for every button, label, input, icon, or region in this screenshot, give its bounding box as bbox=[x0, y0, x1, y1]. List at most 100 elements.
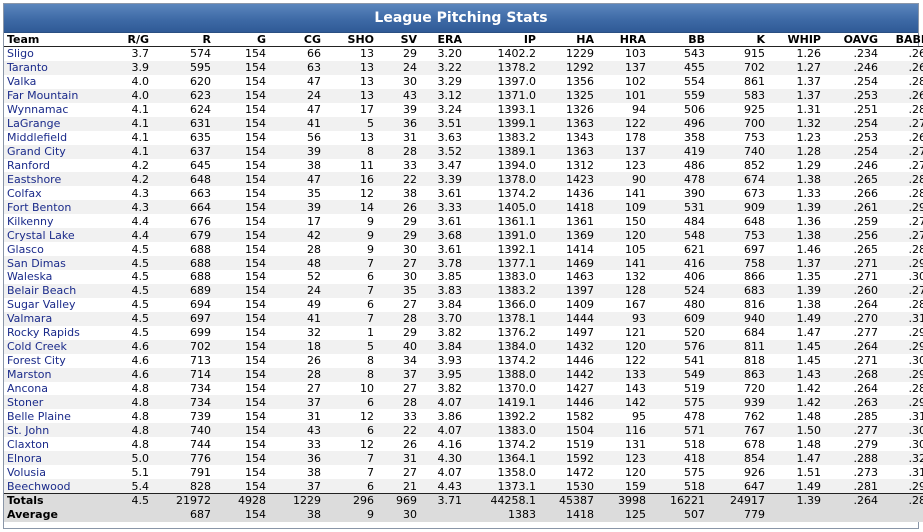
stat-cell: 30 bbox=[379, 242, 422, 257]
stat-cell: .265 bbox=[826, 242, 883, 257]
team-link[interactable]: LaGrange bbox=[4, 116, 112, 131]
stat-cell: 8 bbox=[326, 353, 379, 368]
stat-cell: 1436 bbox=[541, 186, 599, 201]
stat-cell: .267 bbox=[883, 46, 923, 61]
stat-cell: 29 bbox=[379, 46, 422, 61]
stat-cell: 3998 bbox=[599, 492, 651, 508]
team-link[interactable]: Sligo bbox=[4, 46, 112, 61]
stat-cell: 687 bbox=[154, 507, 216, 522]
column-header[interactable]: HRA bbox=[599, 33, 651, 47]
stat-cell: 1.29 bbox=[770, 158, 826, 173]
stat-cell: 41 bbox=[271, 116, 326, 131]
column-header[interactable]: SV bbox=[379, 33, 422, 47]
team-link[interactable]: St. John bbox=[4, 423, 112, 438]
stat-cell: 8 bbox=[326, 367, 379, 382]
stat-cell bbox=[422, 507, 467, 522]
stat-cell: 645 bbox=[154, 158, 216, 173]
stat-cell: 154 bbox=[216, 88, 271, 103]
stat-cell: 940 bbox=[710, 311, 770, 326]
column-header[interactable]: IP bbox=[467, 33, 541, 47]
team-link[interactable]: Ranford bbox=[4, 158, 112, 173]
team-link[interactable]: Eastshore bbox=[4, 172, 112, 187]
stat-cell: 128 bbox=[599, 283, 651, 298]
stat-cell: 909 bbox=[710, 200, 770, 215]
table-row: Glasco 4.5 688 154 28 9 30 3.61 1392.1 1414 105 621… bbox=[4, 242, 923, 257]
stat-cell: 90 bbox=[599, 172, 651, 187]
column-header[interactable]: BABIP bbox=[883, 33, 923, 47]
stat-cell: .295 bbox=[883, 479, 923, 494]
stat-cell: 3.63 bbox=[422, 130, 467, 145]
column-header[interactable]: HA bbox=[541, 33, 599, 47]
stat-cell: 684 bbox=[710, 325, 770, 340]
column-header[interactable]: OAVG bbox=[826, 33, 883, 47]
column-header[interactable]: BB bbox=[651, 33, 710, 47]
team-link[interactable]: Volusia bbox=[4, 465, 112, 480]
team-link[interactable]: Beechwood bbox=[4, 479, 112, 494]
stat-cell: 1358.0 bbox=[467, 465, 541, 480]
stat-cell: 4.3 bbox=[112, 186, 154, 201]
stat-cell: 45387 bbox=[541, 492, 599, 508]
column-header[interactable]: Team bbox=[4, 33, 112, 47]
stat-cell: 6 bbox=[326, 423, 379, 438]
column-header[interactable]: SHO bbox=[326, 33, 379, 47]
team-link[interactable]: Valka bbox=[4, 74, 112, 89]
column-header[interactable]: R bbox=[154, 33, 216, 47]
stat-cell: .264 bbox=[826, 381, 883, 396]
team-link[interactable]: Stoner bbox=[4, 395, 112, 410]
team-link[interactable]: Middlefield bbox=[4, 130, 112, 145]
stat-cell: 4.8 bbox=[112, 395, 154, 410]
column-header[interactable]: ERA bbox=[422, 33, 467, 47]
team-link[interactable]: Marston bbox=[4, 367, 112, 382]
team-link[interactable]: Crystal Lake bbox=[4, 228, 112, 243]
team-link[interactable]: Colfax bbox=[4, 186, 112, 201]
column-header[interactable]: WHIP bbox=[770, 33, 826, 47]
team-link[interactable]: Far Mountain bbox=[4, 88, 112, 103]
stat-cell: 1361.1 bbox=[467, 214, 541, 229]
stat-cell: 861 bbox=[710, 74, 770, 89]
stat-cell: 154 bbox=[216, 60, 271, 75]
stat-cell: 3.7 bbox=[112, 46, 154, 61]
team-link[interactable]: Belair Beach bbox=[4, 283, 112, 298]
team-link[interactable]: Grand City bbox=[4, 144, 112, 159]
stat-cell: 734 bbox=[154, 381, 216, 396]
team-link[interactable]: Cold Creek bbox=[4, 339, 112, 354]
column-header[interactable]: K bbox=[710, 33, 770, 47]
table-row: Ancona 4.8 734 154 27 10 27 3.82 1370.0 1427 143 51… bbox=[4, 381, 923, 396]
stat-cell: 141 bbox=[599, 186, 651, 201]
team-link[interactable]: Claxton bbox=[4, 437, 112, 452]
team-link[interactable]: Rocky Rapids bbox=[4, 325, 112, 340]
stat-cell: 9 bbox=[326, 214, 379, 229]
stat-cell: 1370.0 bbox=[467, 381, 541, 396]
stat-cell: .264 bbox=[826, 297, 883, 312]
stat-cell: 520 bbox=[651, 325, 710, 340]
column-header[interactable]: G bbox=[216, 33, 271, 47]
team-link[interactable]: Belle Plaine bbox=[4, 409, 112, 424]
stat-cell: 93 bbox=[599, 311, 651, 326]
team-link[interactable]: Taranto bbox=[4, 60, 112, 75]
team-link[interactable]: Fort Benton bbox=[4, 200, 112, 215]
team-link[interactable]: Elnora bbox=[4, 451, 112, 466]
team-link[interactable]: Glasco bbox=[4, 242, 112, 257]
stat-cell: 647 bbox=[710, 479, 770, 494]
stat-cell: 1373.1 bbox=[467, 479, 541, 494]
team-link[interactable]: Waleska bbox=[4, 270, 112, 284]
team-link[interactable]: Sugar Valley bbox=[4, 297, 112, 312]
stat-cell: 1.42 bbox=[770, 395, 826, 410]
team-link[interactable]: Forest City bbox=[4, 353, 112, 368]
team-link[interactable]: San Dimas bbox=[4, 256, 112, 270]
stat-cell: 554 bbox=[651, 74, 710, 89]
stat-cell: 1446 bbox=[541, 353, 599, 368]
stat-cell: 5 bbox=[326, 339, 379, 354]
team-link[interactable]: Ancona bbox=[4, 381, 112, 396]
column-header[interactable]: CG bbox=[271, 33, 326, 47]
column-header[interactable]: R/G bbox=[112, 33, 154, 47]
stat-cell: 4.5 bbox=[112, 311, 154, 326]
team-link[interactable]: Valmara bbox=[4, 311, 112, 326]
stat-cell: 3.68 bbox=[422, 228, 467, 243]
stat-cell: 1.47 bbox=[770, 451, 826, 466]
table-row: Taranto 3.9 595 154 63 13 24 3.22 1378.2 1292 137 4… bbox=[4, 60, 923, 75]
team-link[interactable]: Kilkenny bbox=[4, 214, 112, 229]
stat-cell: 4.3 bbox=[112, 200, 154, 215]
stat-cell: 31 bbox=[379, 451, 422, 466]
team-link[interactable]: Wynnamac bbox=[4, 102, 112, 117]
